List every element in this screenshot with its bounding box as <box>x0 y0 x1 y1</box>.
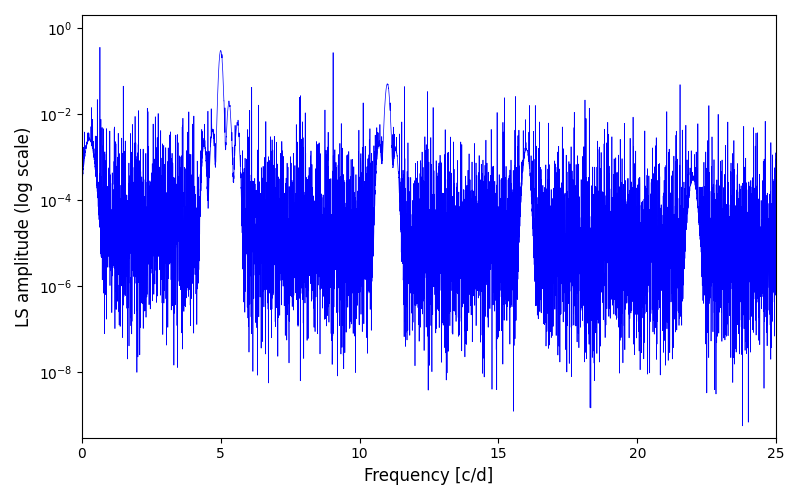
Y-axis label: LS amplitude (log scale): LS amplitude (log scale) <box>15 126 33 326</box>
X-axis label: Frequency [c/d]: Frequency [c/d] <box>364 467 494 485</box>
